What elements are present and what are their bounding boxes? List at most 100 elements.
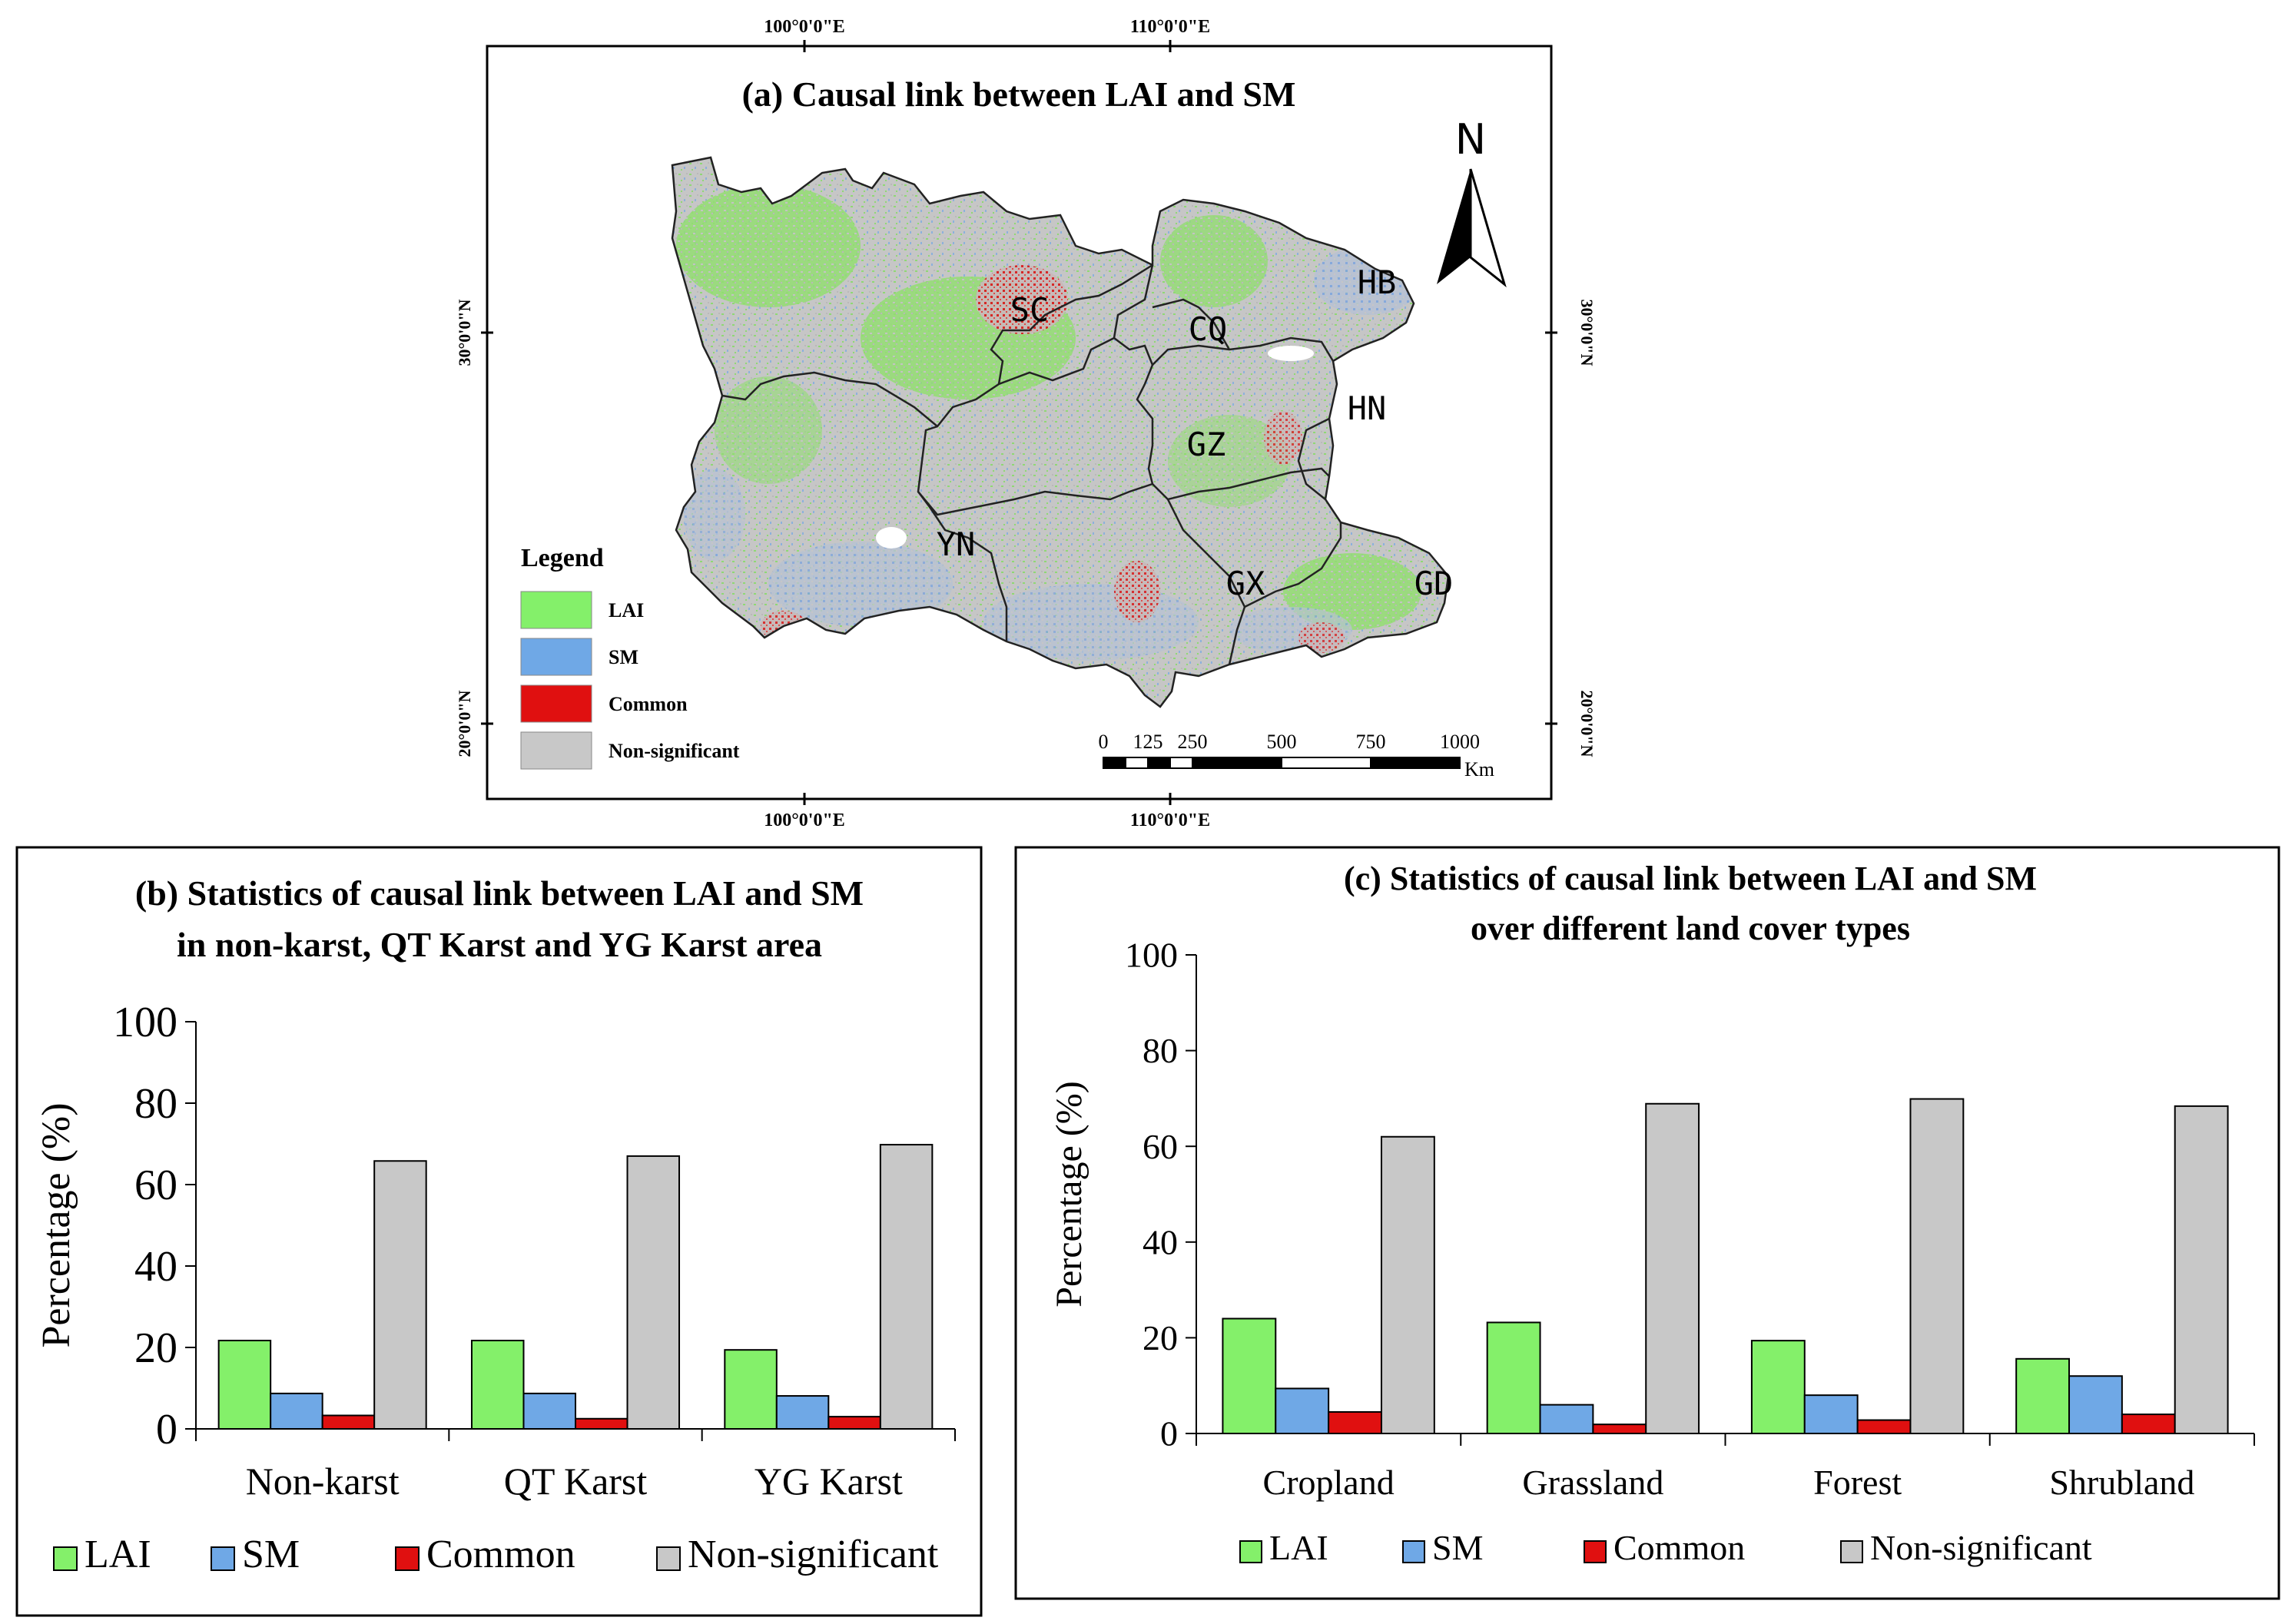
undefined-legend-swatch-lai [1239,1540,1262,1563]
undefined-bar-non-karst-sm [270,1392,323,1430]
undefined-legend-label-non-significant: Non-significant [688,1533,939,1576]
province-label-hn: HN [1348,389,1387,427]
undefined-bar-shrubland-lai [2015,1357,2071,1435]
scale-tick-label: 500 [1267,731,1297,753]
province-label-yn: YN [937,525,976,563]
province-labels: SC CQ HB HN GZ YN GX GD [937,263,1454,602]
scale-tick-label: 0 [1099,731,1109,753]
north-arrow-dark-half [1437,169,1471,284]
undefined-legend-swatch-non-significant [656,1546,681,1571]
map-legend-swatch-lai [520,591,592,629]
undefined-y-tick-label: 0 [156,1406,177,1453]
undefined-bar-grassland-sm [1539,1404,1594,1434]
undefined-legend-label-common: Common [1613,1528,1745,1567]
scale-tick-label: 250 [1178,731,1208,753]
undefined-bar-qt-karst-non-significant [626,1155,681,1430]
undefined-bar-shrubland-common [2121,1414,2176,1434]
undefined-bar-grassland-common [1592,1423,1647,1434]
undefined-title-line: (b) Statistics of causal link between LA… [135,873,864,913]
lat-label-20-right: 20°0'0"N [1577,690,1597,757]
undefined-bar-non-karst-common [321,1414,376,1430]
undefined-bar-yg-karst-common [827,1416,881,1430]
undefined-y-tick-label: 100 [1125,936,1178,975]
undefined-y-tick-label: 100 [113,999,177,1046]
panel-b: (b) Statistics of causal link between LA… [15,846,983,1617]
lon-label-100-bottom: 100°0'0"E [764,810,845,830]
undefined-bar-grassland-non-significant [1645,1102,1700,1435]
map-legend-swatch-non-significant [520,731,592,770]
undefined-bar-qt-karst-lai [470,1339,525,1430]
undefined-category-label: Grassland [1522,1463,1663,1502]
undefined-category-label: Cropland [1263,1463,1395,1502]
undefined-bar-cropland-lai [1222,1317,1277,1434]
undefined-bar-cropland-non-significant [1380,1135,1435,1434]
undefined-legend-swatch-non-significant [1840,1540,1863,1563]
undefined-bar-non-karst-non-significant [373,1160,427,1430]
undefined-bar-yg-karst-sm [775,1395,830,1430]
scale-tick-label: 1000 [1440,731,1480,753]
map-title: (a) Causal link between LAI and SM [742,75,1296,114]
province-label-cq: CQ [1189,310,1228,348]
scale-bar-segment [1281,757,1371,769]
map-legend-label-lai: LAI [609,599,644,621]
scale-bar: 0 125 250 500 750 1000 Km [1099,731,1495,781]
undefined-category-label: QT Karst [504,1460,648,1503]
undefined-bar-forest-common [1856,1419,1912,1435]
undefined-bar-cropland-common [1328,1410,1382,1434]
scale-bar-segment [1370,757,1461,769]
map-legend-label-non-significant: Non-significant [609,740,740,762]
undefined-legend-swatch-common [395,1546,420,1571]
province-label-gx: GX [1226,565,1265,602]
panel-b-frame [15,846,983,1617]
undefined-bar-qt-karst-common [575,1417,628,1430]
undefined-y-tick-label: 40 [134,1243,177,1291]
lon-label-110-bottom: 110°0'0"E [1130,810,1210,830]
north-arrow-light-half [1469,168,1507,288]
undefined-bar-yg-karst-lai [724,1349,778,1430]
undefined-bar-cropland-sm [1275,1387,1330,1434]
undefined-bar-shrubland-sm [2068,1375,2123,1434]
undefined-legend-swatch-common [1584,1540,1607,1563]
lon-label-110-top: 110°0'0"E [1130,17,1210,37]
undefined-legend-swatch-sm [211,1546,235,1571]
undefined-legend-label-lai: LAI [1269,1528,1328,1567]
undefined-category-label: Non-karst [246,1460,400,1503]
undefined-y-tick-label: 20 [134,1324,177,1372]
scale-unit: Km [1464,758,1494,781]
lat-label-30-left: 30°0'0"N [455,299,474,366]
scale-bar-segment [1192,757,1282,769]
undefined-category-label: YG Karst [754,1460,903,1503]
province-label-gd: GD [1414,565,1454,602]
scale-tick-label: 125 [1133,731,1163,753]
undefined-y-tick-label: 20 [1143,1318,1178,1357]
map-legend: Legend LAI SM Common Non-significant [520,544,740,770]
lat-label-30-right: 30°0'0"N [1577,299,1597,366]
scale-bar-segment [1103,757,1126,769]
undefined-y-tick-label: 80 [1143,1031,1178,1070]
undefined-title-line: in non-karst, QT Karst and YG Karst area [177,925,822,964]
undefined-legend-label-lai: LAI [85,1533,151,1576]
scale-bar-segment [1125,757,1149,769]
undefined-bar-grassland-lai [1486,1321,1541,1434]
lon-label-100-top: 100°0'0"E [764,17,845,37]
undefined-legend-swatch-lai [53,1546,78,1571]
province-label-hb: HB [1358,263,1397,301]
undefined-legend-label-non-significant: Non-significant [1870,1528,2092,1567]
map-legend-label-common: Common [609,693,688,715]
undefined-title-line: over different land cover types [1471,910,1910,947]
map-legend-title: Legend [521,544,604,572]
undefined-bar-qt-karst-sm [522,1392,577,1430]
north-arrow: N [1437,115,1507,288]
map-panel: 100°0'0"E 110°0'0"E 100°0'0"E 110°0'0"E … [455,17,1597,830]
undefined-bar-yg-karst-non-significant [879,1144,934,1430]
panel-c: (c) Statistics of causal link between LA… [1014,846,2280,1600]
undefined-bar-forest-non-significant [1909,1098,1965,1434]
map-legend-swatch-sm [520,638,592,676]
undefined-y-tick-label: 80 [134,1080,177,1128]
undefined-y-tick-label: 60 [1143,1127,1178,1166]
undefined-bar-forest-lai [1750,1340,1806,1434]
undefined-legend-label-sm: SM [242,1533,300,1576]
undefined-legend-swatch-sm [1402,1540,1425,1563]
scale-bar-segment [1147,757,1171,769]
undefined-y-tick-label: 60 [134,1162,177,1209]
